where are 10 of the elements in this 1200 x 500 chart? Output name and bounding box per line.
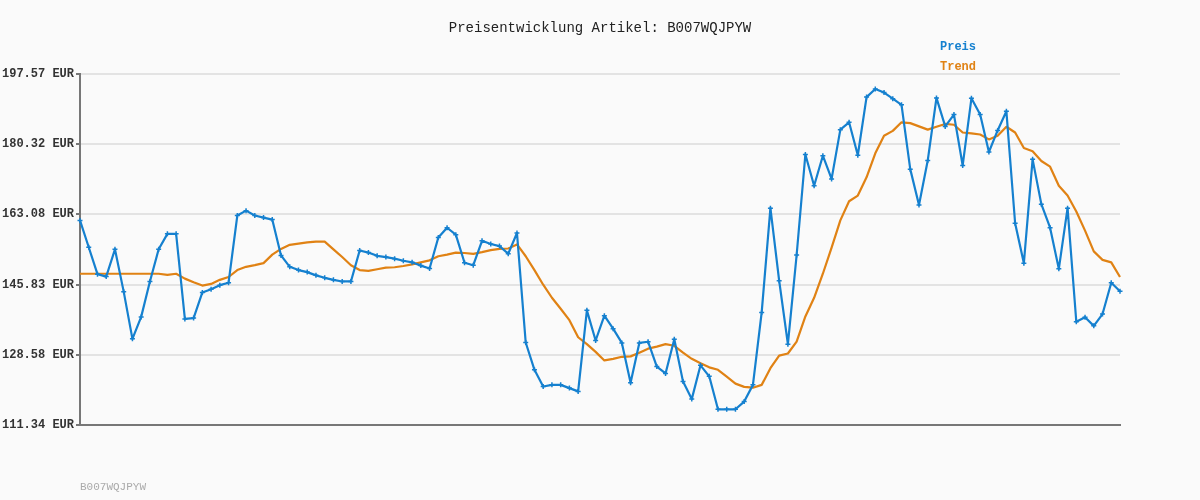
y-tick-label: 111.34 EUR <box>1 418 75 433</box>
chart-title: Preisentwicklung Artikel: B007WQJPYW <box>448 19 752 36</box>
y-tick-label: 163.08 EUR <box>1 207 75 222</box>
y-tick-label: 145.83 EUR <box>1 277 75 292</box>
y-tick-label: 197.57 EUR <box>1 67 75 82</box>
y-tick-label: 128.58 EUR <box>1 347 75 362</box>
text: Trend <box>940 60 977 75</box>
y-tick-label: 180.32 EUR <box>1 137 75 152</box>
text: B007WQJPYW <box>80 480 147 493</box>
text: Preis <box>940 40 977 55</box>
